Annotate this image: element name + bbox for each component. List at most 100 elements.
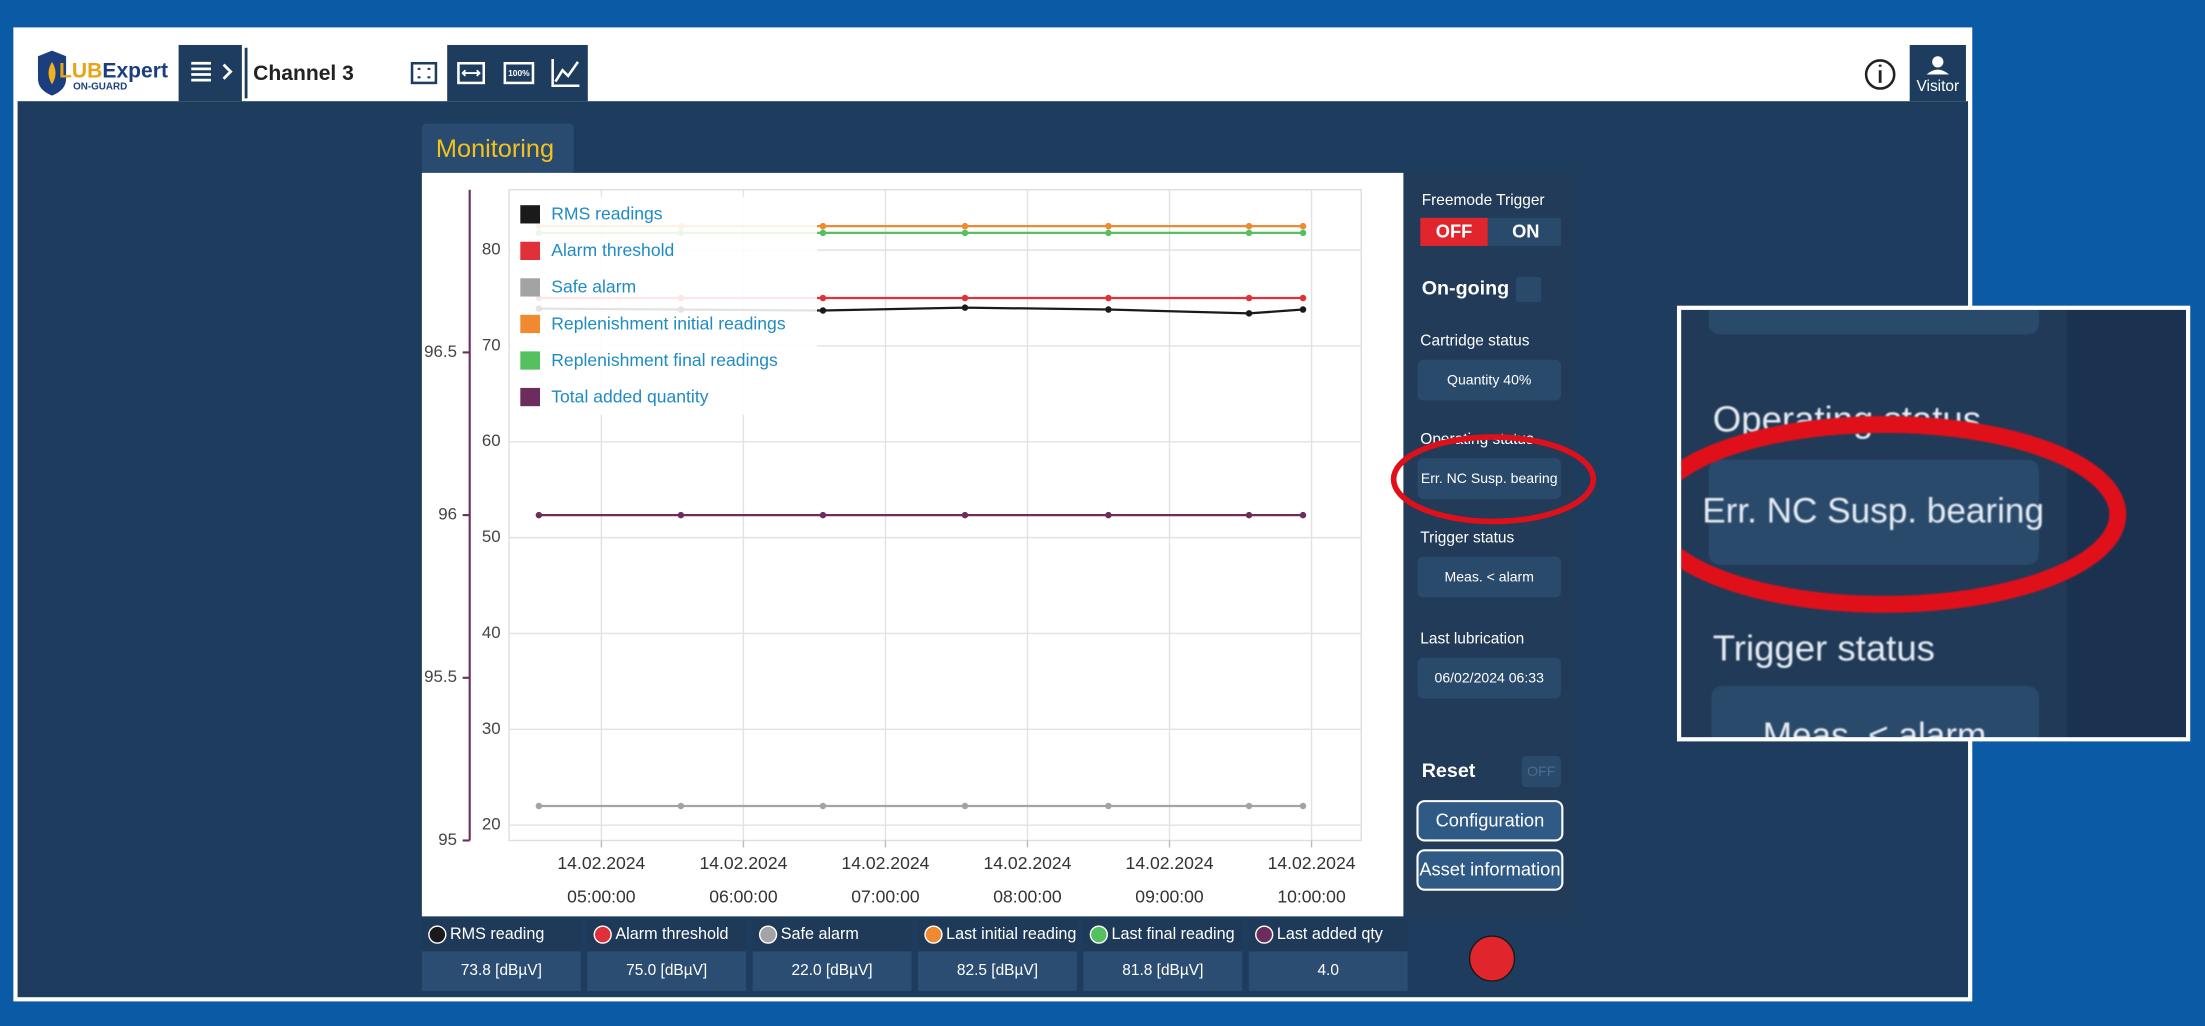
zoom-icon-label: 100% — [508, 68, 530, 78]
monitoring-tab[interactable]: Monitoring — [421, 123, 574, 175]
readout-header — [421, 919, 581, 951]
data-point — [1105, 229, 1112, 237]
reset-toggle-label: OFF — [1527, 763, 1556, 779]
status-value: 06/02/2024 06:33 — [1435, 670, 1545, 686]
panel-label: Freemode Trigger — [1422, 192, 1545, 209]
readout-header — [752, 919, 912, 951]
toggle-on — [1487, 217, 1561, 246]
legend-swatch — [520, 278, 540, 297]
info-button[interactable] — [1864, 59, 1896, 90]
readout-value-bg — [752, 951, 912, 991]
status-value: Err. NC Susp. bearing — [1421, 470, 1558, 486]
configuration-button[interactable]: Configuration — [1416, 800, 1564, 842]
data-point — [1105, 306, 1112, 313]
tab-bg — [421, 123, 574, 175]
user-body — [1926, 69, 1950, 75]
legend-swatch — [520, 314, 540, 334]
readout-dot — [428, 925, 447, 944]
readout-value-bg — [421, 951, 581, 991]
readout-value: 4.0 — [1317, 962, 1338, 979]
menu-button[interactable] — [178, 44, 242, 102]
asset-information-button[interactable]: Asset information — [1416, 849, 1564, 891]
readout-value-bg — [1248, 951, 1408, 991]
legend-label[interactable]: Replenishment initial readings — [551, 313, 786, 333]
ongoing-indicator — [1515, 276, 1542, 303]
inset-label: Trigger status — [1713, 627, 1935, 668]
chart-icon[interactable] — [551, 59, 580, 87]
status-value: Meas. < alarm — [1445, 568, 1534, 584]
data-point — [535, 511, 543, 519]
x-tick-date: 14.02.2024 — [984, 853, 1072, 873]
status-label: Trigger status — [1420, 529, 1514, 546]
readouts: RMS reading 73.8 [dBµV] Alarm threshold 75.… — [421, 919, 1408, 991]
readout-label: Alarm threshold — [615, 925, 728, 943]
x-tick-time: 05:00:00 — [567, 887, 636, 907]
readout-header — [918, 919, 1077, 951]
data-point — [677, 511, 685, 519]
y2-tick-label: 96.5 — [424, 342, 457, 361]
y2-tick-label: 95 — [438, 830, 457, 849]
y-tick-label: 70 — [482, 335, 501, 354]
user-name: Visitor — [1916, 78, 1959, 95]
status-label: Cartridge status — [1420, 333, 1529, 350]
data-point — [1105, 294, 1112, 302]
x-tick-time: 08:00:00 — [993, 887, 1062, 907]
x-tick-date: 14.02.2024 — [1126, 853, 1214, 873]
legend-label[interactable]: Replenishment final readings — [551, 350, 778, 370]
y-tick-label: 30 — [482, 719, 501, 738]
legend-swatch — [520, 387, 540, 407]
logo: LUBExpert ON-GUARD — [37, 50, 168, 96]
y-tick-label: 50 — [482, 527, 501, 546]
readout-header — [1083, 919, 1243, 951]
data-point — [961, 802, 969, 810]
legend: RMS readings Alarm threshold Safe alarm Rep… — [510, 196, 818, 415]
data-point — [1245, 802, 1253, 810]
legend-label[interactable]: Alarm threshold — [551, 240, 674, 260]
data-point — [819, 229, 827, 237]
legend-label[interactable]: RMS readings — [551, 204, 663, 224]
logo-sub: ON-GUARD — [73, 82, 127, 93]
status-box — [1417, 359, 1561, 401]
readout-label: RMS reading — [450, 925, 544, 943]
zoom-icon[interactable]: 100% — [503, 61, 535, 85]
reset-toggle[interactable]: OFF — [1521, 756, 1561, 788]
y2-tick-label: 95.5 — [424, 667, 457, 686]
legend-label[interactable]: Total added quantity — [551, 386, 708, 406]
data-point — [961, 304, 969, 311]
readout-label: Last initial reading — [946, 925, 1076, 943]
highlight-ellipse — [1390, 434, 1597, 525]
user-button[interactable]: Visitor — [1909, 44, 1966, 102]
readout-header — [587, 919, 747, 951]
zoom-inset: Operating status Err. NC Susp. bearing T… — [1676, 305, 2191, 742]
data-point — [961, 222, 969, 230]
inset-box — [1708, 459, 2040, 566]
inset-content: Operating status Err. NC Susp. bearing T… — [1680, 309, 2187, 738]
readout-value: 73.8 [dBµV] — [461, 962, 542, 979]
legend-bg — [510, 196, 818, 415]
channel-name: Channel 3 — [253, 62, 354, 85]
status-label: Last lubrication — [1420, 631, 1524, 648]
chart-icon-line — [554, 61, 580, 83]
y2-tick-label: 96 — [438, 505, 457, 524]
data-point — [819, 511, 827, 519]
width-icon[interactable] — [457, 61, 486, 85]
chart: 20 30 40 50 60 70 80 14.02.2024 05:00:00 14.02.20… — [424, 189, 1362, 907]
user-head — [1932, 56, 1944, 68]
data-point — [1299, 222, 1307, 230]
readout-label: Last added qty — [1277, 925, 1384, 943]
plot-frame — [508, 189, 1362, 842]
logo-prefix: LUB — [59, 59, 102, 82]
data-point — [1299, 511, 1307, 519]
data-point — [819, 222, 827, 230]
readout-dot — [1089, 925, 1108, 944]
fit-icon[interactable] — [410, 61, 438, 85]
readout-label: Safe alarm — [781, 925, 859, 943]
legend-label[interactable]: Safe alarm — [551, 277, 636, 297]
readout-value: 22.0 [dBµV] — [792, 962, 873, 979]
data-point — [677, 802, 685, 810]
freemode-toggle[interactable]: OFF ON — [1420, 217, 1561, 246]
toggle-on-label: ON — [1512, 220, 1539, 241]
data-point — [1245, 310, 1253, 317]
status-panel — [1403, 172, 1574, 917]
